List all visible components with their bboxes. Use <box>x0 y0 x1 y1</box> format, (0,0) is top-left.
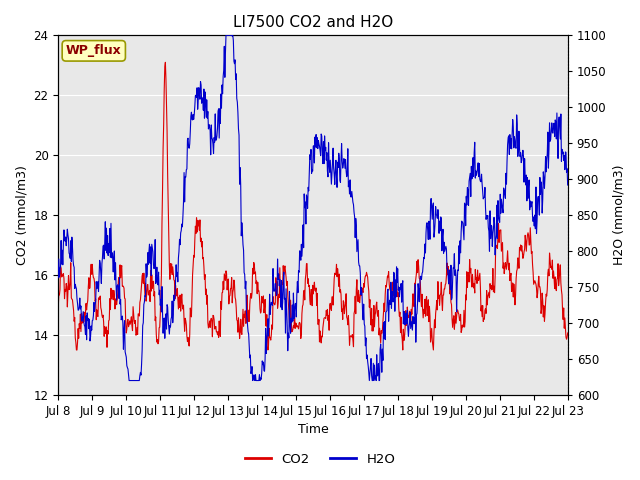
Title: LI7500 CO2 and H2O: LI7500 CO2 and H2O <box>233 15 393 30</box>
Text: WP_flux: WP_flux <box>66 44 122 57</box>
Y-axis label: H2O (mmol/m3): H2O (mmol/m3) <box>612 165 625 265</box>
Y-axis label: CO2 (mmol/m3): CO2 (mmol/m3) <box>15 165 28 265</box>
Legend: CO2, H2O: CO2, H2O <box>239 447 401 471</box>
X-axis label: Time: Time <box>298 423 328 436</box>
